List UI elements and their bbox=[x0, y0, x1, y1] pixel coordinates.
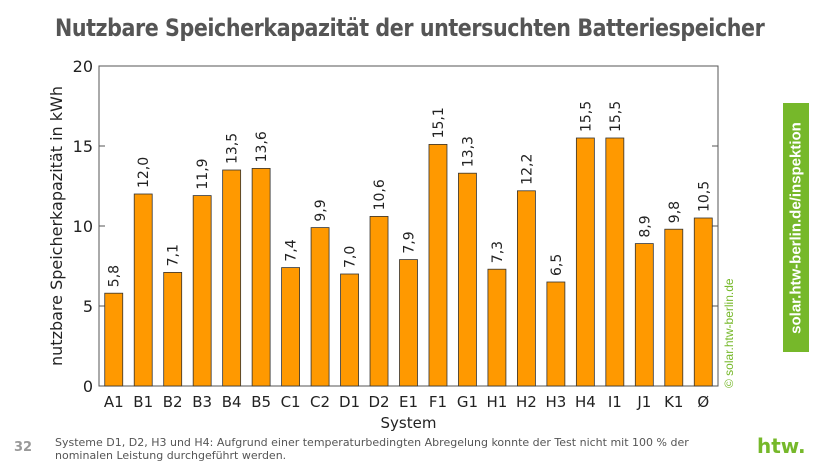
data-label: 15,5 bbox=[608, 101, 624, 132]
bar-A1 bbox=[104, 292, 124, 387]
x-tick-label: K1 bbox=[664, 393, 683, 411]
x-tick-label: D1 bbox=[339, 393, 360, 411]
bar-K1 bbox=[664, 228, 684, 387]
data-label: 13,5 bbox=[225, 133, 241, 164]
x-tick-label: J1 bbox=[636, 393, 651, 411]
y-tick-label: 20 bbox=[73, 57, 93, 76]
data-label: 7,3 bbox=[490, 241, 506, 263]
x-tick-label: F1 bbox=[429, 393, 447, 411]
data-label: 7,0 bbox=[343, 246, 359, 268]
data-label: 15,1 bbox=[431, 107, 447, 138]
data-label: 12,2 bbox=[519, 154, 535, 185]
x-tick-label: H1 bbox=[487, 393, 508, 411]
x-axis-label: System bbox=[381, 414, 437, 432]
data-label: 11,9 bbox=[195, 158, 211, 189]
url-badge-text: solar.htw-berlin.de/inspektion bbox=[787, 121, 805, 334]
bar-F1 bbox=[428, 143, 448, 387]
bar-H4 bbox=[575, 137, 595, 387]
data-label: 9,9 bbox=[313, 199, 329, 221]
bar-G1 bbox=[458, 172, 477, 387]
data-label: 13,3 bbox=[460, 136, 476, 167]
bar-B2 bbox=[163, 271, 183, 387]
data-label: 5,8 bbox=[107, 265, 123, 287]
page-title: Nutzbare Speicherkapazität der untersuch… bbox=[55, 14, 765, 42]
url-badge[interactable]: solar.htw-berlin.de/inspektion bbox=[783, 103, 809, 352]
y-axis-label: nutzbare Speicherkapazität in kWh bbox=[47, 86, 66, 366]
x-tick-label: H2 bbox=[516, 393, 537, 411]
data-label: 13,6 bbox=[254, 131, 270, 162]
x-tick-label: H4 bbox=[575, 393, 596, 411]
bar-C1 bbox=[281, 267, 300, 387]
footnote: Systeme D1, D2, H3 und H4: Aufgrund eine… bbox=[55, 436, 689, 462]
y-tick-label: 15 bbox=[73, 137, 93, 156]
bar-B4 bbox=[222, 169, 242, 387]
bar-C2 bbox=[310, 227, 330, 387]
data-label: 7,9 bbox=[402, 231, 418, 253]
bar-H2 bbox=[517, 190, 536, 387]
data-label: 15,5 bbox=[578, 101, 594, 132]
bar-B1 bbox=[133, 193, 153, 387]
htw-logo: htw. bbox=[757, 434, 806, 458]
x-tick-label: G1 bbox=[457, 393, 478, 411]
x-tick-label: B3 bbox=[192, 393, 212, 411]
data-label: 7,1 bbox=[166, 244, 182, 266]
bar-B5 bbox=[251, 167, 271, 387]
data-label: 8,9 bbox=[637, 215, 653, 237]
y-tick-label: 5 bbox=[83, 297, 93, 316]
data-label: 10,6 bbox=[372, 179, 388, 210]
bar-H1 bbox=[487, 268, 507, 387]
bar-D1 bbox=[340, 273, 359, 387]
x-tick-label: D2 bbox=[368, 393, 389, 411]
x-tick-label: B1 bbox=[133, 393, 153, 411]
data-label: 12,0 bbox=[136, 157, 152, 188]
bar-B3 bbox=[192, 195, 212, 387]
data-label: 6,5 bbox=[549, 254, 565, 276]
x-tick-label: C2 bbox=[310, 393, 330, 411]
copyright-watermark: © solar.htw-berlin.de bbox=[722, 278, 736, 388]
x-tick-label: Ø bbox=[697, 393, 709, 411]
bar-Ø bbox=[693, 217, 713, 387]
bar-E1 bbox=[399, 259, 418, 387]
bar-D2 bbox=[369, 215, 389, 387]
y-tick-label: 10 bbox=[73, 217, 93, 236]
x-tick-label: E1 bbox=[399, 393, 418, 411]
data-label: 7,4 bbox=[284, 239, 300, 261]
bar-H3 bbox=[546, 281, 566, 387]
x-tick-label: B5 bbox=[251, 393, 271, 411]
x-tick-label: B2 bbox=[163, 393, 183, 411]
y-tick-label: 0 bbox=[83, 377, 93, 396]
page-number: 32 bbox=[14, 440, 33, 455]
x-tick-label: I1 bbox=[608, 393, 622, 411]
x-tick-label: H3 bbox=[545, 393, 566, 411]
data-label: 9,8 bbox=[667, 201, 683, 223]
x-tick-label: B4 bbox=[222, 393, 242, 411]
x-tick-label: A1 bbox=[104, 393, 124, 411]
data-label: 10,5 bbox=[696, 181, 712, 212]
bar-I1 bbox=[605, 137, 625, 387]
bar-J1 bbox=[634, 243, 654, 387]
x-tick-label: C1 bbox=[281, 393, 301, 411]
